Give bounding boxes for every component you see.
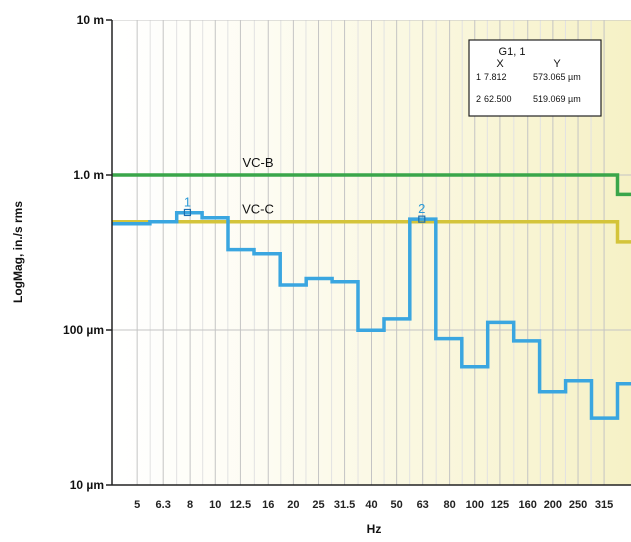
marker-readout-box: G1, 1 X Y 1 7.812 573.065 µm 2 62.500 51… (468, 39, 602, 117)
x-tick-label: 63 (417, 499, 429, 511)
y-axis-title: LogMag, in./s rms (11, 201, 25, 303)
y-axis-ticks: 10 m 1.0 m 100 µm 10 µm (63, 13, 112, 492)
reference-lines: VC-B VC-C (112, 155, 631, 244)
x-tick-label: 16 (262, 499, 274, 511)
reference-line-vc-c (112, 219, 631, 244)
marker-1-label: 1 (184, 194, 191, 209)
x-tick-label: 250 (569, 499, 587, 511)
grid (112, 20, 631, 485)
marker-readout-header-x: X (496, 58, 504, 70)
marker-readout-row-2-y: 519.069 µm (533, 94, 581, 104)
reference-line-vc-b (112, 173, 631, 197)
marker-readout-row-1-x: 7.812 (484, 72, 507, 82)
x-tick-label: 25 (312, 499, 324, 511)
marker-readout-title: G1, 1 (499, 46, 526, 58)
y-tick-label: 10 m (77, 13, 104, 27)
y-tick-label: 100 µm (63, 323, 104, 337)
x-axis-ticks: 5 6.3 8 10 12.5 16 20 25 31.5 40 50 63 80 100 125 160 20… (134, 499, 613, 511)
data-series (112, 211, 631, 420)
marker-readout-row-2-id: 2 (476, 94, 481, 104)
x-tick-label: 10 (209, 499, 221, 511)
x-tick-label: 8 (187, 499, 193, 511)
x-tick-label: 80 (443, 499, 455, 511)
x-tick-label: 125 (491, 499, 509, 511)
marker-readout-header-y: Y (553, 58, 561, 70)
marker-readout-row-1-id: 1 (476, 72, 481, 82)
x-tick-label: 6.3 (156, 499, 171, 511)
x-tick-label: 100 (466, 499, 484, 511)
marker-readout-row-2-x: 62.500 (484, 94, 512, 104)
x-tick-label: 31.5 (334, 499, 355, 511)
series-line (112, 211, 631, 420)
y-tick-label: 1.0 m (73, 168, 104, 182)
x-tick-label: 5 (134, 499, 140, 511)
x-tick-label: 12.5 (230, 499, 251, 511)
marker-1-point[interactable] (183, 208, 192, 217)
marker-2-point[interactable] (418, 215, 426, 223)
x-tick-label: 200 (544, 499, 562, 511)
reference-label-vc-c: VC-C (242, 202, 274, 217)
marker-2-label: 2 (418, 201, 425, 216)
x-tick-label: 160 (519, 499, 537, 511)
reference-label-vc-b: VC-B (242, 155, 273, 170)
x-tick-label: 315 (595, 499, 613, 511)
x-tick-label: 50 (391, 499, 403, 511)
x-tick-label: 40 (365, 499, 377, 511)
x-axis-title: Hz (367, 522, 382, 536)
y-tick-label: 10 µm (70, 478, 104, 492)
marker-readout-row-1-y: 573.065 µm (533, 72, 581, 82)
x-tick-label: 20 (287, 499, 299, 511)
